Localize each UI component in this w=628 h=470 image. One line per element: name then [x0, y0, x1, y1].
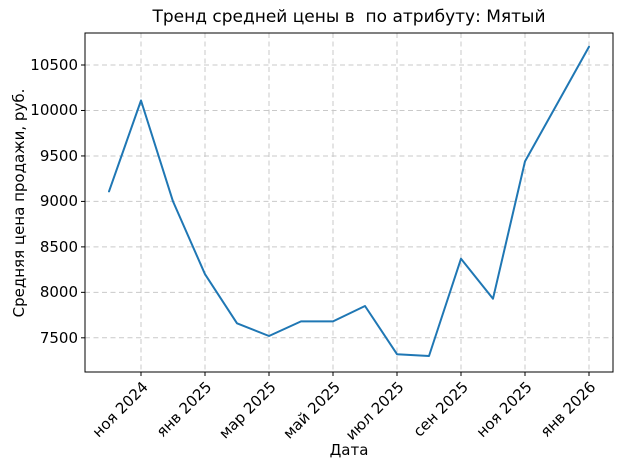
y-tick-label: 8000	[39, 283, 78, 301]
y-tick-label: 8500	[39, 238, 78, 256]
plot-border	[84, 32, 614, 373]
y-tick-label: 10000	[30, 101, 78, 119]
y-tick-label: 9500	[39, 147, 78, 165]
y-tick-label: 10500	[30, 56, 78, 74]
chart-title: Тренд средней цены в по атрибуту: Мятый	[152, 7, 546, 27]
price-trend-line	[108, 45, 590, 357]
y-tick-label: 7500	[39, 329, 78, 347]
y-tick-label: 9000	[39, 192, 78, 210]
x-axis-label: Дата	[329, 441, 369, 459]
